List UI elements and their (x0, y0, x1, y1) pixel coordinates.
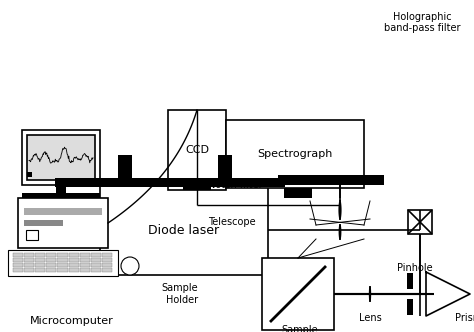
Bar (80, 268, 90, 272)
Bar (46, 253, 56, 257)
Bar (13, 258, 23, 262)
Text: band-pass filter: band-pass filter (384, 23, 460, 33)
Bar (18, 198, 108, 248)
Circle shape (121, 257, 139, 275)
Bar (91, 268, 101, 272)
Text: CCD: CCD (185, 145, 209, 155)
Bar (24, 268, 34, 272)
Bar (22, 193, 100, 198)
Bar (57, 268, 68, 272)
Text: Holographic: Holographic (392, 12, 451, 22)
Bar (35, 263, 46, 267)
Bar (24, 253, 34, 257)
Bar (69, 253, 79, 257)
Text: Telescope: Telescope (208, 217, 255, 227)
Bar (168, 110, 226, 190)
Bar (118, 155, 132, 178)
Text: Diode laser: Diode laser (148, 223, 219, 236)
Bar (35, 268, 46, 272)
Bar (24, 258, 34, 262)
Bar (91, 258, 101, 262)
Text: Lens: Lens (359, 313, 382, 323)
Bar (8, 250, 118, 276)
Bar (46, 268, 56, 272)
Bar (278, 175, 384, 185)
Bar (226, 120, 364, 188)
Bar (55, 178, 285, 187)
Bar (22, 130, 100, 185)
Text: Prism: Prism (455, 313, 474, 323)
Bar (102, 258, 112, 262)
Bar (35, 253, 46, 257)
Bar (102, 253, 112, 257)
Bar (80, 253, 90, 257)
Bar (218, 155, 232, 178)
Bar (100, 185, 268, 275)
Bar (46, 258, 56, 262)
Bar (80, 263, 90, 267)
Bar (69, 268, 79, 272)
Text: Sample: Sample (161, 283, 198, 293)
Bar (102, 268, 112, 272)
Bar (69, 263, 79, 267)
Bar (102, 263, 112, 267)
Bar (183, 178, 211, 190)
Bar (407, 299, 413, 315)
Text: Notch filter: Notch filter (208, 180, 263, 190)
Bar (262, 258, 334, 330)
Text: Microcomputer: Microcomputer (30, 316, 114, 326)
Bar (57, 253, 68, 257)
Bar (91, 263, 101, 267)
Bar (284, 188, 312, 198)
Bar (56, 185, 66, 193)
Bar (13, 253, 23, 257)
Bar (35, 258, 46, 262)
Bar (57, 263, 68, 267)
Bar (26, 230, 38, 240)
Bar (80, 258, 90, 262)
Bar (91, 253, 101, 257)
Bar (27, 135, 95, 180)
Bar (24, 263, 34, 267)
Bar (408, 210, 432, 234)
Bar (69, 258, 79, 262)
Bar (46, 263, 56, 267)
Text: Spectrograph: Spectrograph (257, 149, 333, 159)
Bar (24, 220, 63, 226)
Text: Holder: Holder (166, 295, 198, 305)
Text: Sample: Sample (282, 325, 319, 332)
Bar (13, 268, 23, 272)
Bar (57, 258, 68, 262)
Bar (407, 273, 413, 289)
Bar (13, 263, 23, 267)
Bar (27, 172, 32, 177)
Text: Pinhole: Pinhole (397, 263, 433, 273)
Bar (24, 208, 102, 215)
